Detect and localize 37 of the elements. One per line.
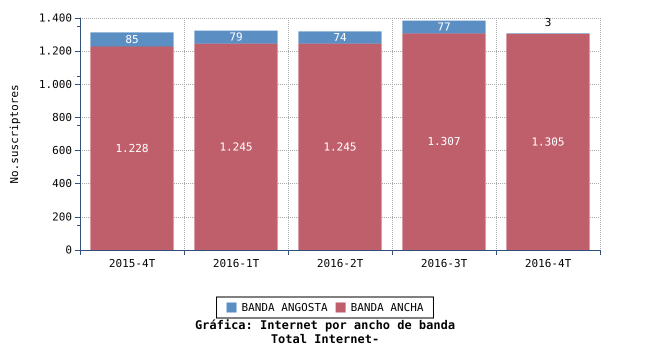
bar xyxy=(298,44,382,250)
data-label: 3 xyxy=(544,16,552,30)
data-label: 74 xyxy=(333,31,347,44)
bar xyxy=(90,32,174,47)
bar xyxy=(402,33,486,250)
y-tick-label: 1.200 xyxy=(38,44,72,58)
bar xyxy=(506,34,590,250)
x-tick-label: 2016-4T xyxy=(524,257,572,270)
y-tick-label: 200 xyxy=(52,210,72,224)
x-tick-label: 2016-1T xyxy=(212,257,260,270)
text: Total Internet- xyxy=(270,332,380,346)
bar xyxy=(194,44,278,250)
data-label: 85 xyxy=(125,32,139,46)
data-label: 77 xyxy=(437,20,451,34)
y-axis-title: No.suscriptores xyxy=(8,84,21,184)
data-label: 1.245 xyxy=(219,140,253,154)
x-tick-label: 2015-4T xyxy=(108,257,156,270)
y-tick-label: 400 xyxy=(52,177,72,190)
y-tick-label: 1.000 xyxy=(38,78,72,91)
y-tick-label: 600 xyxy=(52,144,72,158)
x-tick-label: 2016-3T xyxy=(420,257,468,270)
y-tick-label: 800 xyxy=(52,110,72,124)
y-tick-label: 1.400 xyxy=(38,12,72,24)
legend-label: BANDA ANGOSTA xyxy=(242,301,328,314)
bar xyxy=(298,31,382,44)
data-label: 1.228 xyxy=(115,142,149,155)
bar xyxy=(194,30,278,44)
legend-label: BANDA ANCHA xyxy=(350,301,424,314)
bar xyxy=(90,46,174,250)
data-label: 1.245 xyxy=(323,140,357,154)
bar xyxy=(402,20,486,34)
text: Gráfica: Internet por ancho de banda xyxy=(194,318,456,332)
y-tick-label: 0 xyxy=(65,244,72,256)
x-tick-label: 2016-2T xyxy=(316,257,364,270)
data-label: 1.305 xyxy=(531,135,565,148)
data-label: 1.307 xyxy=(427,135,461,148)
data-label: 79 xyxy=(229,30,243,44)
